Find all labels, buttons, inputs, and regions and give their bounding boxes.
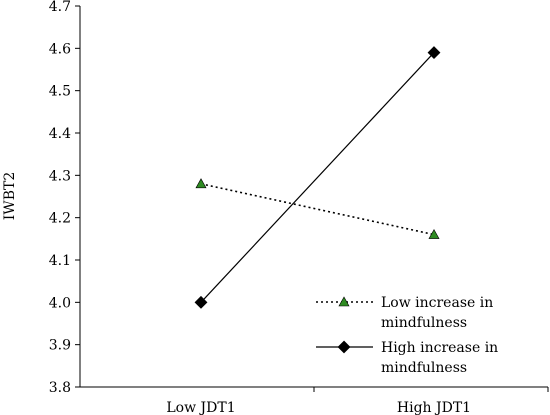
y-axis-title: IWBT2	[2, 172, 18, 220]
series-group	[194, 46, 441, 309]
data-point-diamond	[427, 46, 441, 59]
data-point-diamond	[194, 295, 208, 309]
series-low-increase	[195, 178, 440, 239]
legend-item: High increase in mindfulness	[316, 340, 498, 376]
axes: 3.8 3.9 4.0 4.1 4.2 4.3 4.4 4.5 4.6 4.7 Low JDT1 H…	[49, 0, 549, 415]
y-tick-label: 4.0	[49, 295, 71, 311]
series-high-increase	[194, 46, 441, 309]
y-tick-label: 3.8	[49, 380, 71, 396]
y-tick-label: 4.6	[49, 41, 71, 57]
y-tick-label: 4.2	[49, 211, 71, 227]
y-tick-label: 3.9	[49, 338, 71, 354]
legend-label: High increase in	[381, 340, 498, 356]
x-tick-label: High JDT1	[397, 400, 471, 415]
legend-label: mindfulness	[381, 315, 467, 331]
y-tick-label: 4.5	[49, 84, 71, 100]
data-point-triangle	[428, 228, 440, 239]
legend-marker-diamond	[337, 340, 351, 354]
y-ticks: 3.8 3.9 4.0 4.1 4.2 4.3 4.4 4.5 4.6 4.7	[49, 0, 80, 396]
y-tick-label: 4.3	[49, 168, 71, 184]
x-ticks: Low JDT1 High JDT1	[166, 387, 549, 415]
legend-label: Low increase in	[381, 295, 493, 311]
data-point-triangle	[195, 178, 207, 189]
legend-marker-triangle	[338, 296, 350, 307]
legend-label: mindfulness	[381, 360, 467, 376]
x-tick-label: Low JDT1	[166, 400, 235, 415]
y-tick-label: 4.4	[49, 126, 71, 142]
legend-item: Low increase in mindfulness	[316, 295, 493, 331]
y-tick-label: 4.1	[49, 253, 71, 269]
y-tick-label: 4.7	[49, 0, 71, 15]
series-line	[200, 52, 435, 303]
series-line	[200, 183, 435, 236]
